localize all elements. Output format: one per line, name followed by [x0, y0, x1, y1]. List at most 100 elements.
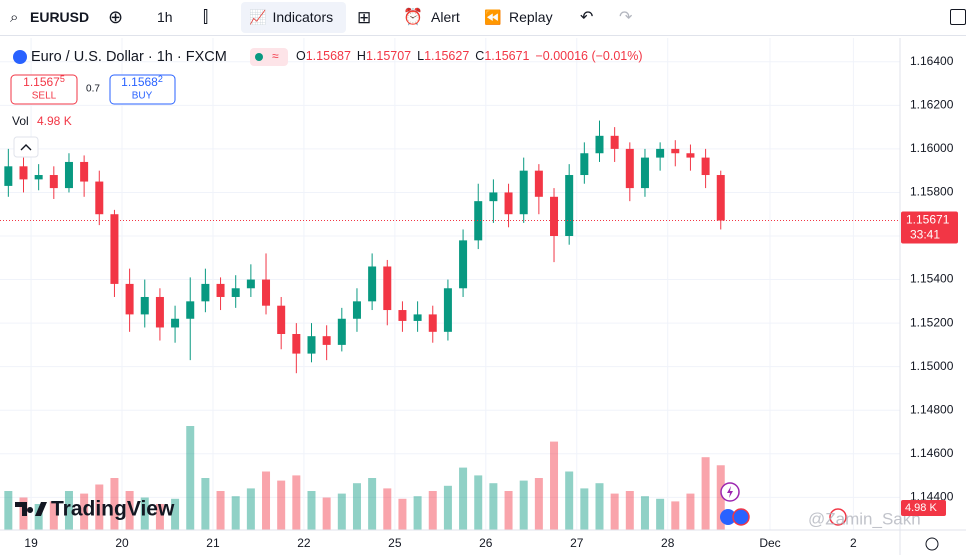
y-tick-label: 1.14600 [910, 446, 954, 460]
volume-bar [186, 426, 195, 530]
x-tick-label: Dec [759, 536, 780, 550]
replay-icon[interactable]: ⏪ [484, 9, 502, 25]
indicators-label[interactable]: Indicators [272, 9, 334, 25]
candle-body [413, 314, 422, 321]
candle-body [186, 301, 195, 319]
sell-price[interactable]: 1.15675 [23, 74, 65, 89]
volume-bar [625, 491, 634, 530]
volume-bar [398, 498, 407, 530]
volume-bar [595, 483, 604, 530]
volume-bar [4, 491, 13, 530]
alert-icon[interactable]: ⏰ [403, 9, 423, 26]
candle-body [201, 283, 210, 302]
volume-bar [262, 471, 271, 530]
price-main: 1.1567 [23, 75, 60, 89]
volume-bar [565, 471, 574, 530]
volume-bar [246, 488, 255, 530]
collapse-icon[interactable] [20, 144, 32, 151]
symbol[interactable]: EURUSD [30, 9, 90, 25]
candle-body [550, 196, 559, 236]
settings-icon[interactable] [925, 537, 939, 551]
candle-body [4, 166, 13, 186]
volume-bar [489, 483, 498, 530]
price-pip: 5 [60, 74, 65, 84]
candle-body [19, 166, 28, 180]
buy-price[interactable]: 1.15682 [121, 74, 163, 89]
volume-bar [64, 491, 73, 530]
x-tick-label: 19 [24, 536, 38, 550]
alert-button[interactable]: Alert [431, 9, 460, 25]
candle-body [49, 175, 58, 189]
market-open-dot [255, 53, 263, 61]
last-price-tag [901, 211, 958, 244]
ohlc-key: L [417, 49, 424, 63]
candle-body [352, 301, 361, 319]
volume-bar [428, 491, 437, 530]
chart-title: Euro / U.S. Dollar · 1h · FXCM [31, 49, 227, 65]
volume-bar [322, 497, 331, 530]
candle-body [155, 296, 164, 328]
spread: 0.7 [86, 84, 100, 95]
volume-bar [307, 491, 316, 530]
candle-body [307, 336, 316, 354]
candle-body [534, 170, 543, 197]
undo-button[interactable]: ↶ [580, 9, 594, 26]
news-icon[interactable] [720, 509, 736, 525]
redo-button[interactable]: ↷ [619, 9, 633, 26]
volume-bar [125, 491, 134, 530]
chart-type-button[interactable]: ⫿ [203, 9, 209, 26]
volume-bar [80, 493, 89, 530]
volume-bar [277, 480, 286, 530]
candle-body [34, 175, 43, 180]
volume-bar [216, 491, 225, 530]
y-tick-label: 1.15800 [910, 185, 954, 199]
volume-bar [459, 467, 468, 530]
compare-button[interactable]: ⊕ [108, 7, 124, 27]
status-icon: ≈ [272, 49, 279, 63]
fullscreen-button[interactable] [950, 9, 966, 25]
buy-button[interactable] [109, 74, 176, 105]
interval[interactable]: 1h [157, 9, 173, 25]
volume-bar [34, 504, 43, 530]
ohlc-value: 1.15627 [424, 49, 469, 63]
ohlc-value: 1.15707 [366, 49, 411, 63]
ohlc-key: O [296, 49, 306, 63]
layout-button[interactable]: ⊞ [357, 8, 372, 27]
collapse-button[interactable] [13, 136, 39, 158]
candle-body [231, 288, 240, 297]
volume-bar [701, 457, 710, 530]
candle-body [64, 161, 73, 189]
event-glyph[interactable] [727, 486, 733, 498]
ohlc-key: H [357, 49, 366, 63]
volume-bar [201, 478, 210, 530]
candle-body [519, 170, 528, 215]
logo [15, 502, 47, 516]
news-icon[interactable] [732, 508, 750, 526]
countdown: 33:41 [910, 228, 940, 242]
candle-body [110, 214, 119, 284]
candle-body [262, 279, 271, 306]
ohlc-legend: O1.15687 H1.15707 L1.15627 C1.15671 −0.00016… [296, 49, 643, 63]
buy-label[interactable]: BUY [132, 91, 153, 102]
volume-bar [95, 484, 104, 530]
volume-bar [171, 498, 180, 530]
indicators-icon[interactable]: 📈 [249, 9, 267, 25]
search-icon[interactable]: ⌕ [10, 9, 19, 26]
x-tick-label: 20 [115, 536, 129, 550]
volume-bar [504, 491, 513, 530]
candle-body [580, 153, 589, 176]
volume-tag-label: 4.98 K [905, 502, 937, 514]
candle-body [565, 175, 574, 236]
candle-body [428, 314, 437, 332]
y-tick-label: 1.15000 [910, 359, 954, 373]
replay-button[interactable]: Replay [509, 9, 553, 25]
volume-bar [640, 496, 649, 530]
sell-label[interactable]: SELL [32, 91, 57, 102]
volume-bar [155, 504, 164, 530]
news-icon[interactable] [829, 508, 847, 526]
sell-button[interactable] [10, 74, 78, 105]
candle-body [474, 201, 483, 241]
indicators-button[interactable]: 📈 Indicators [241, 2, 346, 33]
candle-body [368, 266, 377, 302]
